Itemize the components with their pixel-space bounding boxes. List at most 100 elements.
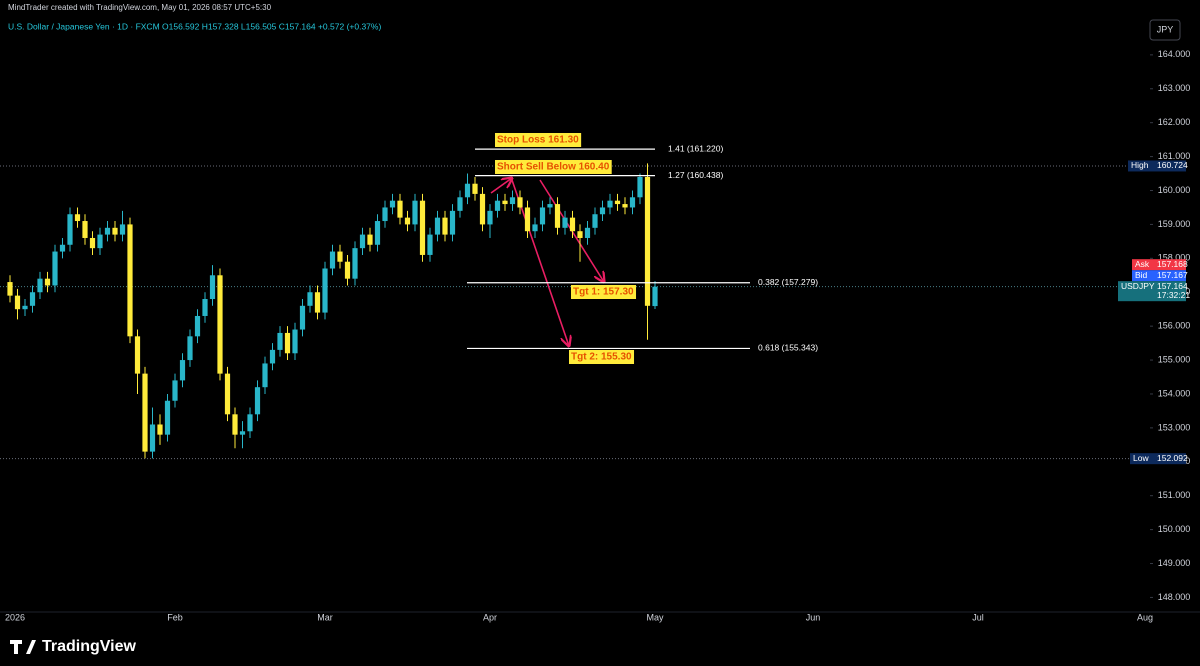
brand-logo: [10, 640, 36, 654]
y-tick-label: 153.000: [1158, 422, 1191, 432]
y-tick-label: 161.000: [1158, 151, 1191, 161]
candle-body: [119, 224, 126, 235]
price-tag: [1130, 453, 1186, 465]
candle-body: [329, 251, 336, 269]
candle-body: [164, 400, 171, 435]
candle-body: [524, 207, 531, 232]
candle-body: [89, 237, 96, 249]
price-tag-value: 157.168: [1157, 259, 1188, 269]
candle-body: [7, 282, 13, 296]
currency-button[interactable]: [1149, 19, 1181, 41]
annotation: Stop Loss 161.30: [497, 135, 579, 146]
candle-body: [577, 231, 583, 238]
candle-body: [44, 278, 51, 286]
candle-body: [322, 268, 328, 313]
candle-body: [187, 336, 193, 361]
y-tick-label: 158.000: [1158, 253, 1191, 263]
candle-body: [142, 373, 148, 452]
candle-body: [172, 380, 178, 401]
price-tag-value: 157.167: [1157, 270, 1188, 280]
fib-label: 1.27 (160.438): [668, 170, 723, 180]
y-tick-label: 164.000: [1158, 49, 1191, 59]
candle-body: [359, 234, 366, 249]
annotation: Short Sell Below 160.40: [497, 162, 610, 173]
candle-body: [629, 197, 636, 208]
brand-text: TradingView: [42, 638, 137, 655]
price-tag-label: USDJPY: [1121, 281, 1155, 291]
y-tick-label: 151.000: [1158, 490, 1191, 500]
candle-body: [14, 295, 21, 310]
x-tick-label: Apr: [483, 612, 497, 622]
candle-body: [472, 183, 478, 194]
price-tag-label: Low: [1133, 453, 1149, 463]
candle-body: [277, 332, 283, 350]
candle-body: [569, 217, 576, 232]
price-tag-value: 152.092: [1157, 453, 1188, 463]
candle-body: [509, 197, 516, 205]
y-tick-label: 156.000: [1158, 321, 1191, 331]
countdown: 17:32:21: [1157, 290, 1190, 300]
candle-body: [532, 224, 538, 232]
candle-body: [487, 210, 493, 225]
candle-body: [479, 193, 486, 225]
candle-body: [592, 214, 598, 228]
x-tick-label: Jul: [972, 612, 984, 622]
candle-body: [209, 275, 216, 300]
candle-body: [382, 207, 388, 222]
candle-body: [239, 431, 246, 435]
candle-body: [29, 292, 36, 306]
candle-body: [292, 329, 298, 354]
candle-body: [307, 292, 313, 306]
x-tick-label: Jun: [806, 612, 821, 622]
y-tick-label: 150.000: [1158, 524, 1191, 534]
candle-body: [442, 217, 448, 235]
candle-body: [314, 292, 321, 313]
candle-body: [614, 200, 621, 205]
candle-body: [37, 278, 43, 293]
annotation-box: [569, 350, 635, 364]
symbol-line: U.S. Dollar / Japanese Yen · 1D · FXCM O…: [8, 21, 381, 31]
candle-body: [82, 221, 88, 238]
candle-body: [352, 248, 358, 279]
price-tag-value: 157.164: [1157, 281, 1188, 291]
candle-body: [179, 360, 186, 381]
candle-body: [97, 234, 103, 249]
x-tick-label: Feb: [167, 612, 183, 622]
candle-body: [104, 227, 111, 235]
candle-body: [464, 183, 471, 198]
candle-body: [262, 363, 268, 388]
x-tick-label: Mar: [317, 612, 333, 622]
annotation-box: [571, 285, 637, 299]
candle-body: [539, 207, 546, 225]
x-tick-label: Aug: [1137, 612, 1153, 622]
annotation-box: [495, 160, 612, 174]
annotation-box: [495, 133, 582, 147]
candle-body: [344, 261, 351, 279]
candle-body: [419, 200, 426, 255]
candle-body: [254, 387, 261, 415]
candle-body: [247, 414, 253, 432]
candle-body: [449, 210, 456, 235]
x-tick-label: 2026: [5, 612, 25, 622]
price-tag-label: Ask: [1135, 259, 1150, 269]
y-tick-label: 149.000: [1158, 558, 1191, 568]
watermark: MindTrader created with TradingView.com,…: [8, 3, 272, 12]
candle-body: [599, 207, 606, 215]
fib-label: 0.618 (155.343): [758, 343, 818, 353]
candle-body: [284, 332, 291, 354]
y-tick-label: 154.000: [1158, 388, 1191, 398]
candle-body: [412, 200, 418, 225]
fib-label: 1.41 (161.220): [668, 143, 723, 153]
currency-label[interactable]: JPY: [1157, 24, 1174, 34]
candle-body: [59, 244, 66, 252]
candle-body: [74, 214, 81, 222]
candle-body: [134, 336, 141, 374]
price-tag: [1118, 281, 1186, 302]
candle-body: [149, 424, 156, 452]
y-tick-label: 159.000: [1158, 219, 1191, 229]
y-tick-label: 155.000: [1158, 354, 1191, 364]
candle-body: [494, 200, 501, 211]
candle-body: [157, 424, 163, 435]
candle-body: [404, 217, 411, 225]
